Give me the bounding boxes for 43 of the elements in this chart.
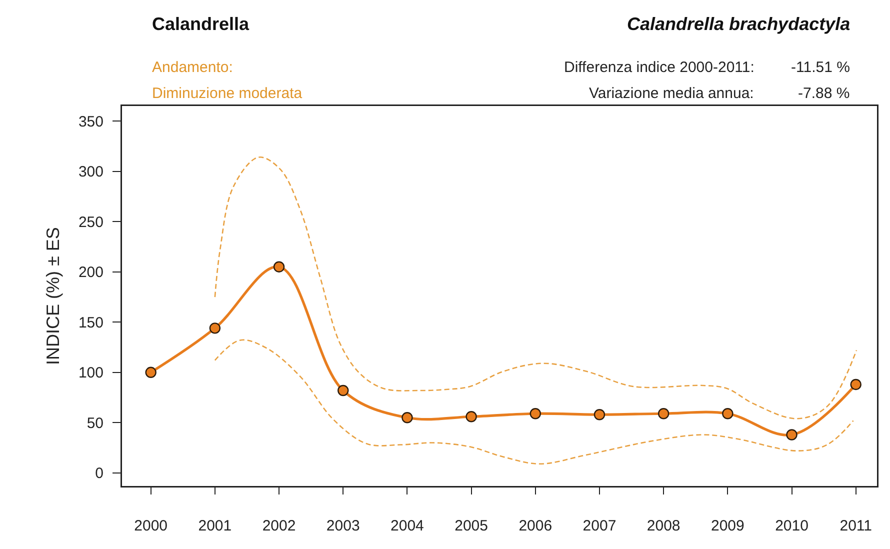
y-tick-label: 150	[78, 314, 104, 332]
point	[850, 378, 862, 390]
x-tick-label: 2010	[775, 518, 808, 534]
point	[466, 411, 477, 422]
x-tick-label: 2000	[134, 518, 168, 534]
x-tick-label: 2006	[518, 518, 552, 534]
y-tick-label: 350	[78, 113, 104, 130]
text: Diminuzione moderata	[152, 85, 303, 102]
point	[402, 412, 413, 424]
point	[786, 429, 798, 440]
x-tick-label: 2007	[582, 518, 616, 534]
point	[530, 408, 541, 420]
chart-subtitle: Calandrella brachydactyla	[627, 14, 850, 34]
point	[594, 409, 606, 420]
line-series	[214, 156, 858, 420]
text: Differenza indice 2000-2011:	[564, 59, 754, 76]
x-tick-label: 2002	[262, 518, 296, 534]
text: -7.88 %	[798, 85, 850, 102]
text: -11.51 %	[791, 59, 850, 76]
y-tick-label: 0	[95, 465, 104, 482]
point	[209, 322, 221, 334]
y-tick-label: 250	[78, 214, 104, 231]
x-tick-label: 2003	[326, 518, 360, 534]
y-axis-title: INDICE (%) ± ES	[42, 227, 63, 365]
x-tick-label: 2011	[840, 518, 872, 534]
text: Variazione media annua:	[589, 85, 754, 102]
point	[722, 408, 734, 420]
chart-title: Calandrella	[152, 14, 250, 34]
point	[658, 408, 670, 420]
text: Andamento:	[152, 59, 233, 76]
x-tick-label: 2005	[454, 518, 488, 534]
y-tick-label: 100	[78, 364, 104, 382]
x-tick-label: 2009	[710, 518, 744, 534]
point	[145, 366, 156, 378]
y-tick-label: 200	[78, 264, 104, 282]
line-series	[214, 339, 854, 465]
point	[338, 384, 349, 396]
y-tick-label: 50	[86, 414, 104, 432]
x-tick-label: 2008	[646, 518, 680, 534]
x-tick-label: 2004	[390, 518, 424, 534]
point	[273, 261, 285, 272]
x-tick-label: 2001	[198, 518, 232, 534]
y-tick-label: 300	[78, 164, 104, 181]
